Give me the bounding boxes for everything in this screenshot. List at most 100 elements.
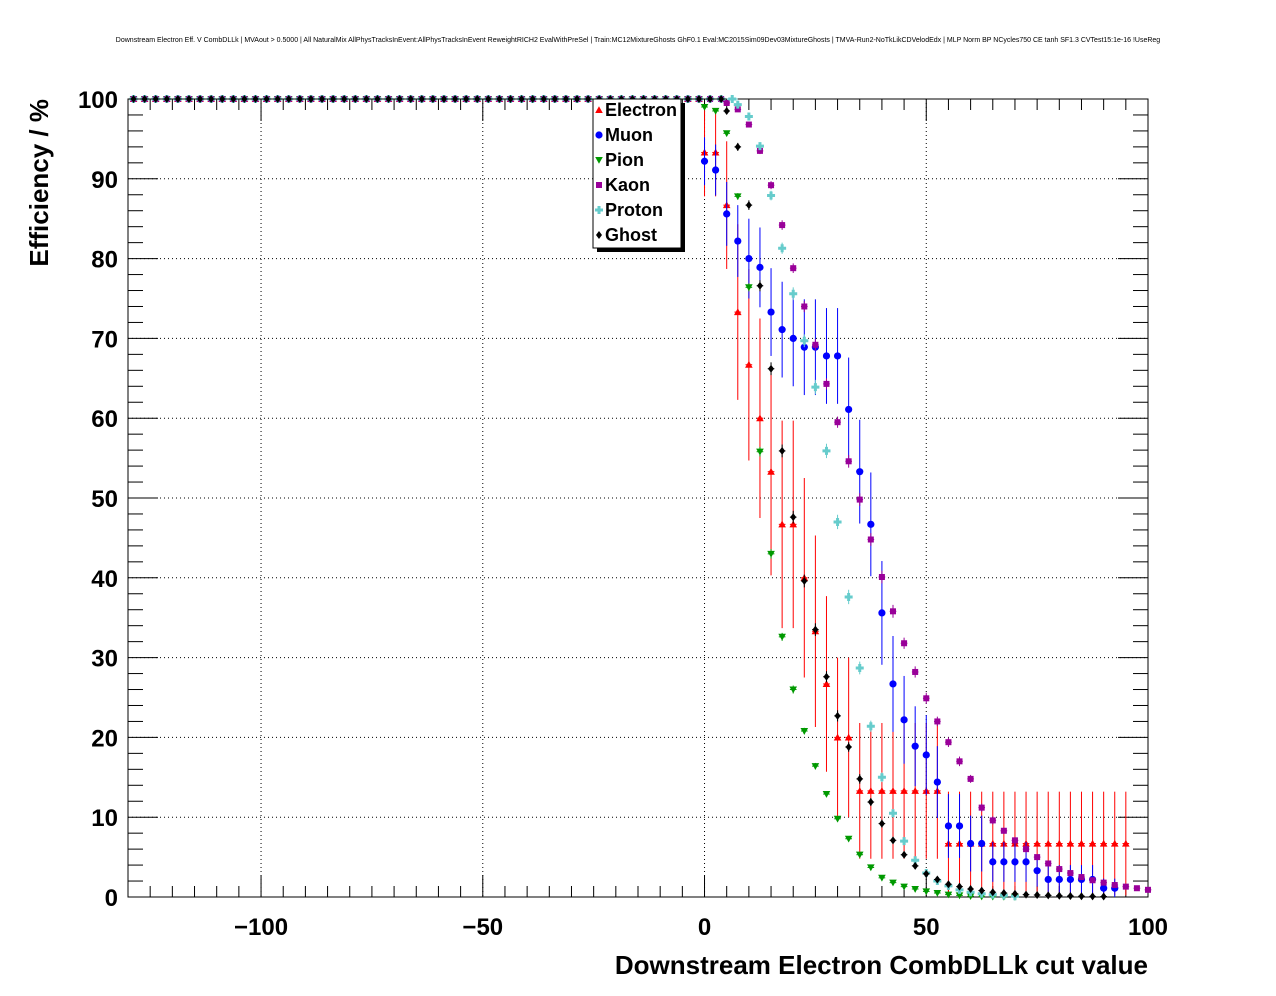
pion-point	[911, 885, 919, 893]
ghost-point	[529, 95, 536, 103]
pion-point	[733, 193, 742, 201]
y-tick-label: 10	[91, 805, 118, 832]
pion-point	[933, 889, 942, 897]
muon-point	[1100, 884, 1108, 892]
legend-marker-electron	[595, 106, 603, 114]
y-tick-label: 100	[78, 87, 118, 114]
ghost-point	[452, 95, 459, 103]
ghost-point	[197, 95, 204, 103]
proton-point	[744, 112, 753, 121]
y-axis-title: Efficiency / %	[24, 99, 54, 267]
electron-point	[1077, 839, 1086, 847]
ghost-point	[945, 880, 952, 889]
ghost-point	[418, 95, 425, 103]
muon-point	[856, 468, 864, 476]
electron-point	[1055, 839, 1064, 847]
ghost-point	[330, 95, 337, 103]
kaon-point	[1034, 854, 1041, 861]
ghost-point	[834, 711, 841, 720]
y-tick-label: 30	[91, 646, 118, 673]
ghost-point	[956, 882, 963, 891]
ghost-point	[812, 625, 819, 634]
proton-point	[889, 809, 897, 818]
ghost-point	[230, 95, 237, 103]
ghost-point	[1089, 892, 1096, 901]
ghost-point	[1045, 891, 1052, 900]
pion-point	[955, 892, 964, 900]
legend-label-electron: Electron	[605, 100, 677, 120]
ghost-point	[185, 95, 192, 103]
pion-point	[922, 888, 931, 896]
ghost-point	[1067, 892, 1074, 901]
electron-point	[911, 787, 919, 794]
ghost-point	[474, 95, 481, 103]
proton-point	[811, 383, 820, 392]
y-tick-label: 20	[91, 725, 118, 752]
muon-point	[756, 263, 764, 271]
pion-point	[822, 791, 831, 798]
ghost-point	[208, 95, 215, 103]
y-tick-label: 70	[91, 326, 118, 353]
muon-point	[867, 520, 875, 528]
kaon-point	[1078, 874, 1085, 881]
ghost-point	[801, 576, 808, 585]
ghost-point	[912, 861, 919, 870]
ghost-point	[695, 95, 702, 103]
kaon-point	[867, 536, 874, 543]
muon-point	[1066, 875, 1074, 884]
ghost-point	[718, 95, 725, 103]
muon-point	[1000, 858, 1008, 866]
muon-point	[1044, 875, 1052, 884]
electron-point	[822, 680, 831, 687]
electron-point	[789, 520, 798, 528]
y-tick-label: 60	[91, 406, 118, 433]
ghost-point	[1023, 890, 1030, 899]
ghost-point	[540, 95, 547, 103]
ghost-point	[219, 95, 226, 103]
axis-ticks: −100 −50 0 50 100 0 10 20 30 40 50 60 70 80 90 100	[78, 87, 1168, 941]
pion-point	[800, 727, 809, 735]
series-ghost	[128, 95, 1107, 901]
y-tick-label: 90	[91, 167, 118, 194]
ghost-point	[823, 672, 830, 681]
ghost-point	[507, 95, 514, 103]
electron-point	[833, 733, 842, 741]
ghost-point	[374, 95, 381, 103]
legend-marker-muon	[595, 131, 603, 139]
ghost-point	[152, 95, 159, 103]
muon-point	[922, 751, 930, 759]
proton-point	[833, 517, 842, 526]
pion-point	[789, 686, 798, 694]
kaon-point	[967, 775, 974, 782]
muon-point	[822, 352, 831, 360]
pion-point	[855, 851, 864, 859]
muon-point	[700, 157, 709, 165]
proton-point	[866, 722, 875, 731]
kaon-point	[934, 718, 941, 725]
kaon-point	[856, 496, 863, 503]
ghost-point	[923, 869, 930, 878]
ghost-point	[1011, 889, 1018, 898]
legend-marker-proton	[595, 206, 603, 214]
kaon-point	[1122, 883, 1129, 890]
ghost-point	[890, 836, 896, 845]
pion-point	[966, 893, 975, 901]
proton-point	[822, 446, 831, 455]
muon-point	[967, 839, 975, 848]
ghost-point	[130, 95, 137, 103]
electron-point	[756, 414, 764, 422]
kaon-point	[1067, 870, 1074, 877]
ghost-point	[174, 95, 181, 103]
ghost-point	[363, 95, 370, 103]
electron-point	[889, 787, 897, 794]
ghost-point	[496, 95, 503, 103]
proton-point	[800, 336, 809, 345]
kaon-point	[945, 739, 952, 746]
legend-label-muon: Muon	[605, 125, 653, 145]
kaon-point	[734, 106, 741, 113]
kaon-point	[1056, 866, 1063, 873]
kaon-point	[790, 265, 797, 272]
ghost-point	[1056, 891, 1063, 900]
muon-point	[989, 858, 997, 866]
